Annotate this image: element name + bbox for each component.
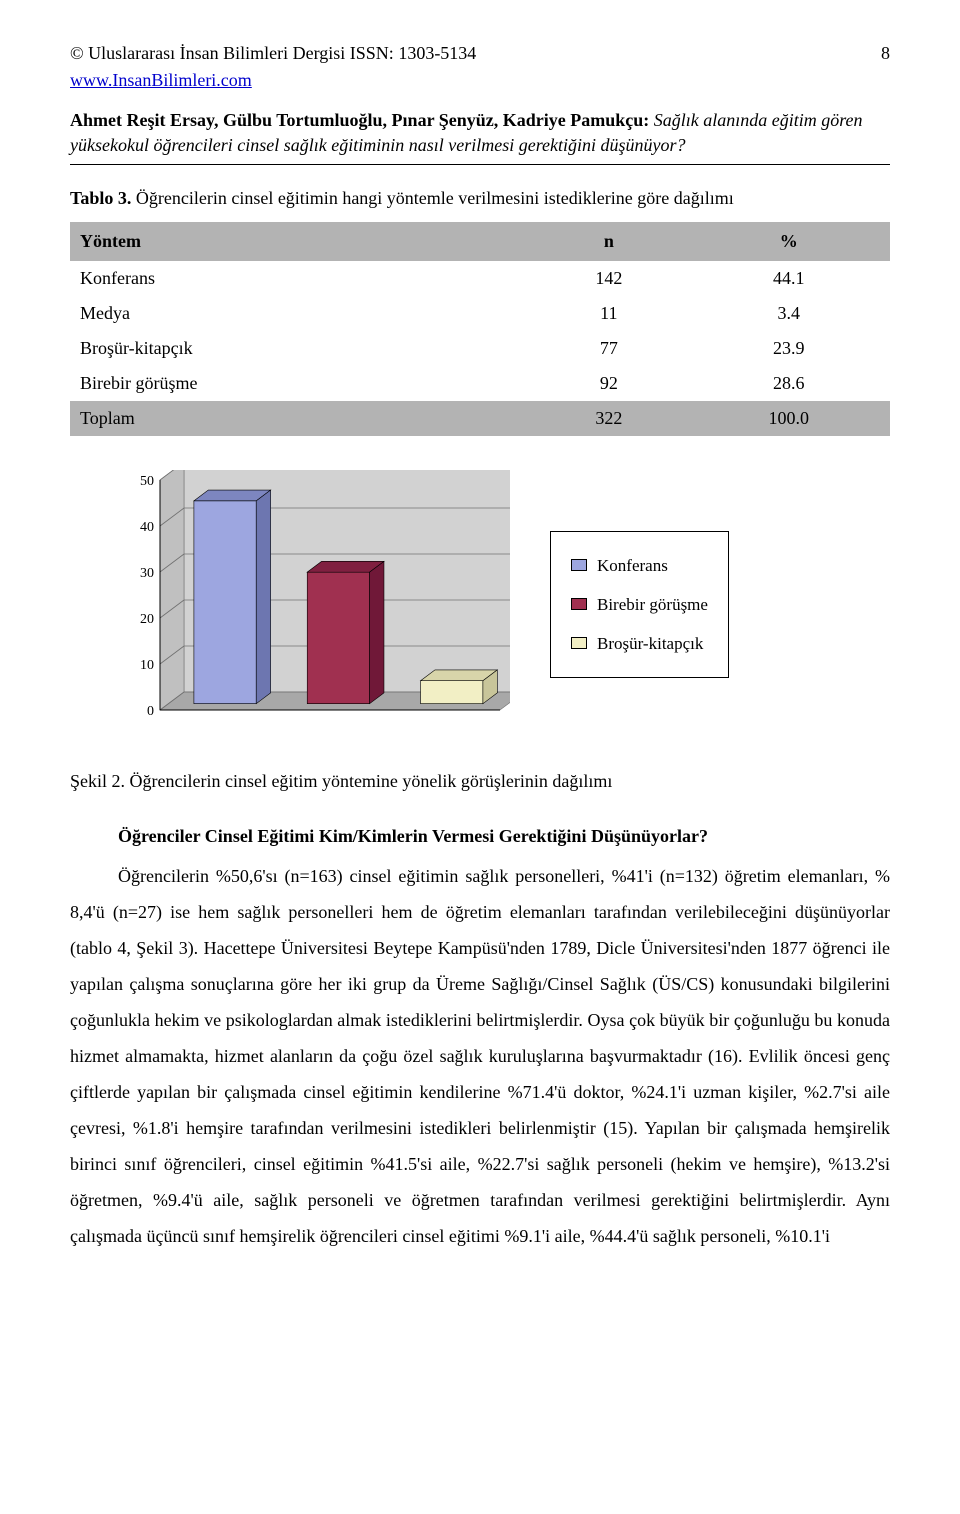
article-meta: Ahmet Reşit Ersay, Gülbu Tortumluoğlu, P… — [70, 108, 890, 158]
legend-label: Broşür-kitapçık — [597, 624, 703, 663]
header-divider — [70, 164, 890, 165]
chart-caption: Şekil 2. Öğrencilerin cinsel eğitim yönt… — [70, 768, 890, 795]
table-row: Birebir görüşme 92 28.6 — [70, 366, 890, 401]
table3-label: Tablo 3. — [70, 188, 131, 208]
legend-label: Birebir görüşme — [597, 585, 708, 624]
legend-item: Broşür-kitapçık — [571, 624, 708, 663]
legend-swatch — [571, 637, 587, 649]
article-authors: Ahmet Reşit Ersay, Gülbu Tortumluoğlu, P… — [70, 110, 649, 130]
legend-swatch — [571, 559, 587, 571]
journal-issn: © Uluslararası İnsan Bilimleri Dergisi I… — [70, 40, 476, 67]
legend-swatch — [571, 598, 587, 610]
svg-text:40: 40 — [140, 520, 154, 535]
table-total-row: Toplam 322 100.0 — [70, 401, 890, 436]
page-number: 8 — [881, 40, 890, 67]
table3-h0: Yöntem — [70, 222, 530, 261]
chart-svg: 0 10 20 30 40 50 — [120, 470, 510, 730]
issn-value: 1303-5134 — [398, 43, 476, 63]
bar-chart-3d: 0 10 20 30 40 50 — [120, 470, 510, 738]
svg-text:10: 10 — [140, 658, 154, 673]
table3-title: Öğrencilerin cinsel eğitimin hangi yönte… — [131, 188, 733, 208]
journal-url: www.InsanBilimleri.com — [70, 67, 890, 94]
journal-prefix: © Uluslararası İnsan Bilimleri Dergisi I… — [70, 43, 398, 63]
chart-legend: KonferansBirebir görüşmeBroşür-kitapçık — [550, 531, 729, 678]
table-row: Konferans 142 44.1 — [70, 261, 890, 296]
table3: Yöntem n % Konferans 142 44.1 Medya 11 3… — [70, 222, 890, 436]
svg-text:20: 20 — [140, 612, 154, 627]
legend-label: Konferans — [597, 546, 668, 585]
journal-url-link[interactable]: www.InsanBilimleri.com — [70, 70, 252, 90]
table3-caption: Tablo 3. Öğrencilerin cinsel eğitimin ha… — [70, 185, 890, 212]
table3-h1: n — [530, 222, 687, 261]
body-paragraph: Öğrencilerin %50,6'sı (n=163) cinsel eği… — [70, 858, 890, 1254]
legend-item: Birebir görüşme — [571, 585, 708, 624]
section-subheading: Öğrenciler Cinsel Eğitimi Kim/Kimlerin V… — [70, 823, 890, 850]
table-row: Broşür-kitapçık 77 23.9 — [70, 331, 890, 366]
svg-text:30: 30 — [140, 566, 154, 581]
table-row: Medya 11 3.4 — [70, 296, 890, 331]
svg-text:0: 0 — [147, 704, 154, 719]
table-header-row: Yöntem n % — [70, 222, 890, 261]
svg-text:50: 50 — [140, 474, 154, 489]
table3-h2: % — [687, 222, 890, 261]
legend-item: Konferans — [571, 546, 708, 585]
